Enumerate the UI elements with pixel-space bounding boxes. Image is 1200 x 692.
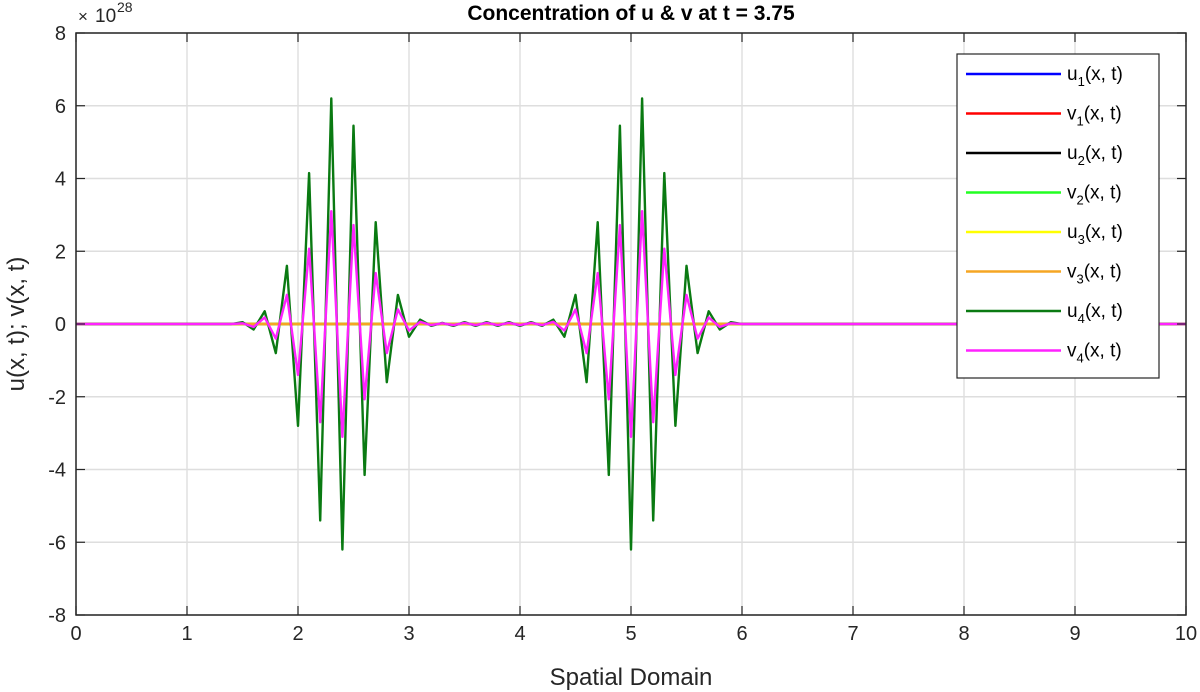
legend-label-5: u3(x, t) [1067, 222, 1123, 247]
x-tick-label: 9 [1069, 623, 1080, 645]
x-tick-label: 10 [1175, 623, 1197, 645]
legend-box [956, 53, 1160, 379]
y-tick-label: -8 [48, 605, 66, 627]
x-tick-label: 0 [70, 623, 81, 645]
exponent-base: 10 [95, 6, 116, 27]
x-tick-label: 1 [181, 623, 192, 645]
y-tick-label: -4 [48, 460, 66, 482]
ticks [75, 32, 1187, 616]
y-tick-label: 0 [55, 314, 66, 336]
x-tick-label: 8 [958, 623, 969, 645]
legend-label-3: u2(x, t) [1067, 143, 1123, 168]
y-tick-label: 8 [55, 23, 66, 45]
exponent-label: × 10 28 [78, 0, 133, 27]
legend-label-6: v3(x, t) [1067, 262, 1122, 287]
chart-title: Concentration of u & v at t = 3.75 [467, 2, 795, 25]
x-tick-label: 2 [292, 623, 303, 645]
y-tick-label: -2 [48, 387, 66, 409]
legend-label-8: v4(x, t) [1067, 341, 1122, 366]
y-tick-label: 2 [55, 241, 66, 263]
y-tick-labels: -8 -6 -4 -2 0 2 4 6 8 [48, 23, 66, 627]
x-axis-label: Spatial Domain [550, 664, 713, 691]
y-axis-label: u(x, t); v(x, t) [3, 257, 30, 392]
x-tick-label: 5 [625, 623, 636, 645]
legend-label-4: v2(x, t) [1067, 183, 1122, 208]
legend-label-2: v1(x, t) [1067, 104, 1122, 129]
x-tick-label: 3 [403, 623, 414, 645]
x-tick-label: 7 [847, 623, 858, 645]
y-tick-label: 4 [55, 169, 66, 191]
legend-label-1: u1(x, t) [1067, 64, 1123, 89]
legend-label-7: u4(x, t) [1067, 301, 1123, 326]
y-tick-label: 6 [55, 96, 66, 118]
x-tick-label: 6 [736, 623, 747, 645]
exponent-power: 28 [117, 0, 133, 15]
y-tick-label: -6 [48, 532, 66, 554]
exponent-times: × [78, 7, 88, 26]
x-tick-labels: 0 1 2 3 4 5 6 7 8 9 10 [70, 623, 1197, 645]
x-tick-label: 4 [514, 623, 525, 645]
legend: u1(x, t) v1(x, t) u2(x, t) v2(x, t) u3(x, t)… [966, 64, 1123, 366]
